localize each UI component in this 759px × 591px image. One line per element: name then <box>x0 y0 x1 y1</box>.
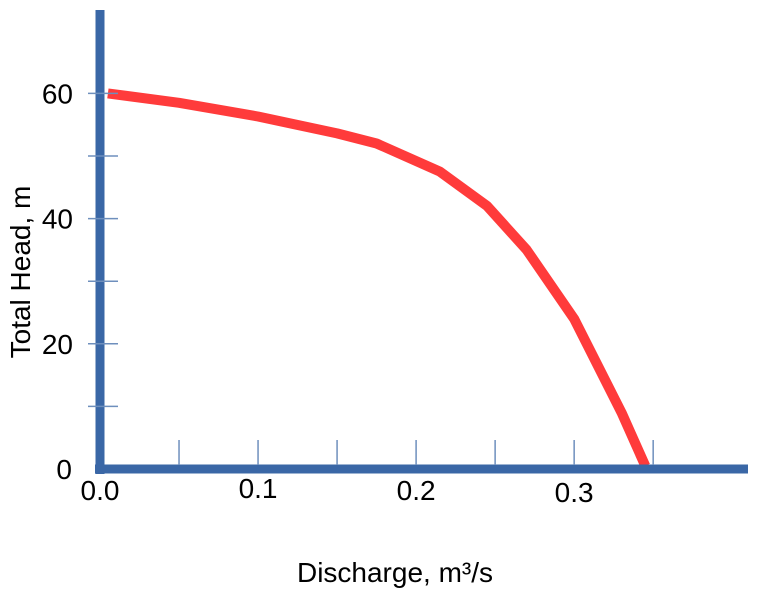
series-layer <box>107 88 650 468</box>
y-tick-label: 40 <box>42 204 73 235</box>
labels-layer: 0.0 0.1 0.2 0.3 0 20 40 60 <box>42 78 594 508</box>
x-tick-label: 0.3 <box>555 477 594 508</box>
y-tick-label: 0 <box>56 454 72 485</box>
x-tick-label: 0.0 <box>81 475 120 506</box>
y-axis-title: Total Head, m <box>5 186 36 359</box>
series-line-0 <box>107 88 650 468</box>
x-tick-label: 0.1 <box>239 473 278 504</box>
y-tick-label: 60 <box>42 78 73 109</box>
x-axis-title: Discharge, m³/s <box>297 557 493 588</box>
ticks-layer <box>88 92 654 465</box>
axes-layer <box>95 10 748 474</box>
y-tick-label: 20 <box>42 329 73 360</box>
x-tick-label: 0.2 <box>397 475 436 506</box>
